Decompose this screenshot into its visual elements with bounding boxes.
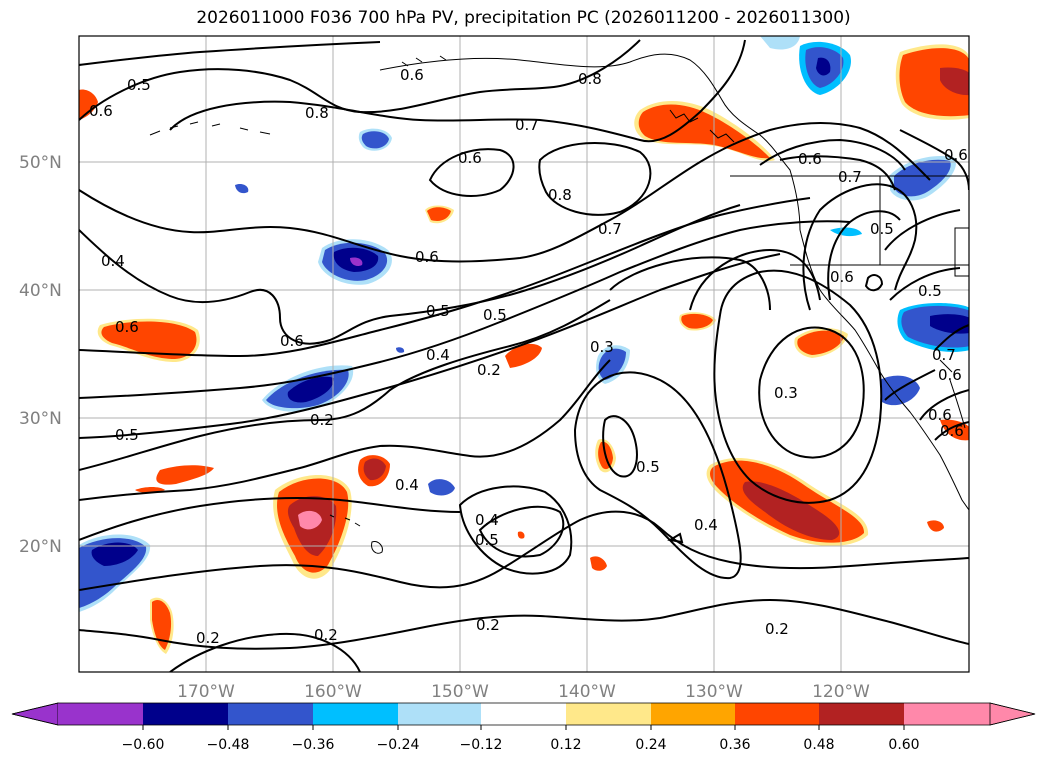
lon-label-160w: 160°W — [304, 682, 362, 702]
lat-label-30n: 30°N — [19, 409, 62, 429]
precipitation-shading — [79, 36, 969, 654]
colorbar-tick-label: 0.24 — [635, 737, 666, 753]
colorbar-segment — [735, 703, 819, 725]
map-area: 0.5 0.6 0.6 0.8 0.7 0.6 0.8 0.7 0.8 0.6 … — [79, 36, 969, 672]
map-frame — [78, 35, 970, 673]
contour-label: 0.7 — [932, 346, 956, 364]
contour-label: 0.5 — [115, 426, 139, 444]
contour-label: 0.6 — [115, 318, 139, 336]
colorbar-segment — [313, 703, 398, 725]
colorbar-tick-label: −0.24 — [377, 737, 420, 753]
contour-label: 0.7 — [598, 220, 622, 238]
colorbar-tick-label: 0.48 — [803, 737, 834, 753]
contour-label: 0.6 — [944, 146, 968, 164]
contour-label: 0.2 — [310, 411, 334, 429]
colorbar-segment — [904, 703, 990, 725]
contour-label: 0.5 — [918, 282, 942, 300]
lat-label-50n: 50°N — [19, 153, 62, 173]
lon-label-170w: 170°W — [177, 682, 235, 702]
contour-label: 0.8 — [548, 186, 572, 204]
colorbar-tick-labels: −0.60 −0.48 −0.36 −0.24 −0.12 0.12 0.24 … — [122, 737, 920, 753]
contour-label: 0.6 — [400, 66, 424, 84]
contour-label: 0.5 — [483, 306, 507, 324]
contour-label: 0.2 — [477, 361, 501, 379]
contour-label: 0.6 — [415, 248, 439, 266]
contour-label: 0.6 — [280, 332, 304, 350]
colorbar-segment — [651, 703, 735, 725]
colorbar-segment — [481, 703, 566, 725]
colorbar-tick-label: 0.36 — [719, 737, 750, 753]
colorbar-segment — [11, 702, 59, 726]
contour-label: 0.7 — [838, 168, 862, 186]
contour-label: 0.5 — [426, 302, 450, 320]
contour-label: 0.6 — [458, 149, 482, 167]
contour-label: 0.6 — [940, 422, 964, 440]
map-title: 2026011000 F036 700 hPa PV, precipitatio… — [196, 8, 851, 28]
lon-label-140w: 140°W — [558, 682, 616, 702]
contour-label: 0.4 — [395, 476, 419, 494]
contour-label: 0.8 — [578, 70, 602, 88]
colorbar-tick-label: 0.12 — [550, 737, 581, 753]
contour-label: 0.6 — [830, 268, 854, 286]
contour-label: 0.5 — [127, 76, 151, 94]
colorbar-segment — [819, 703, 904, 725]
pv-contours — [79, 39, 969, 672]
colorbar-tick-label: 0.60 — [888, 737, 919, 753]
colorbar-segment — [989, 702, 1036, 726]
latitude-labels: 50°N 40°N 30°N 20°N — [19, 153, 62, 557]
colorbar-segment — [143, 703, 228, 725]
lat-label-40n: 40°N — [19, 281, 62, 301]
colorbar-segment — [228, 703, 313, 725]
contour-label: 0.4 — [475, 511, 499, 529]
contour-label: 0.4 — [694, 516, 718, 534]
colorbar: −0.60 −0.48 −0.36 −0.24 −0.12 0.12 0.24 … — [11, 702, 1036, 753]
colorbar-tick-label: −0.60 — [122, 737, 165, 753]
contour-label: 0.5 — [870, 220, 894, 238]
colorbar-ticks — [142, 725, 905, 730]
colorbar-tick-label: −0.12 — [460, 737, 503, 753]
colorbar-tick-label: −0.36 — [292, 737, 335, 753]
contour-label: 0.6 — [798, 150, 822, 168]
colorbar-segment — [398, 703, 481, 725]
contour-label: 0.6 — [89, 102, 113, 120]
contour-label: 0.2 — [196, 629, 220, 647]
contour-label: 0.7 — [515, 116, 539, 134]
contour-label: 0.5 — [636, 458, 660, 476]
contour-label: 0.2 — [765, 620, 789, 638]
lon-label-150w: 150°W — [431, 682, 489, 702]
contour-label: 0.8 — [305, 104, 329, 122]
contour-label: 0.6 — [928, 406, 952, 424]
contour-label: 0.4 — [426, 346, 450, 364]
gridlines — [79, 36, 969, 672]
contour-label: 0.5 — [475, 531, 499, 549]
contour-labels: 0.5 0.6 0.6 0.8 0.7 0.6 0.8 0.7 0.8 0.6 … — [89, 66, 968, 647]
longitude-labels: 170°W 160°W 150°W 140°W 130°W 120°W — [177, 682, 870, 702]
colorbar-segment — [58, 703, 143, 725]
lon-label-120w: 120°W — [812, 682, 870, 702]
contour-label: 0.2 — [476, 616, 500, 634]
contour-label: 0.3 — [590, 338, 614, 356]
contour-label: 0.4 — [101, 252, 125, 270]
lon-label-130w: 130°W — [685, 682, 743, 702]
colorbar-segment — [566, 703, 651, 725]
contour-label: 0.3 — [774, 384, 798, 402]
contour-label: 0.6 — [938, 366, 962, 384]
lat-label-20n: 20°N — [19, 537, 62, 557]
contour-label: 0.2 — [314, 626, 338, 644]
colorbar-tick-label: −0.48 — [207, 737, 250, 753]
